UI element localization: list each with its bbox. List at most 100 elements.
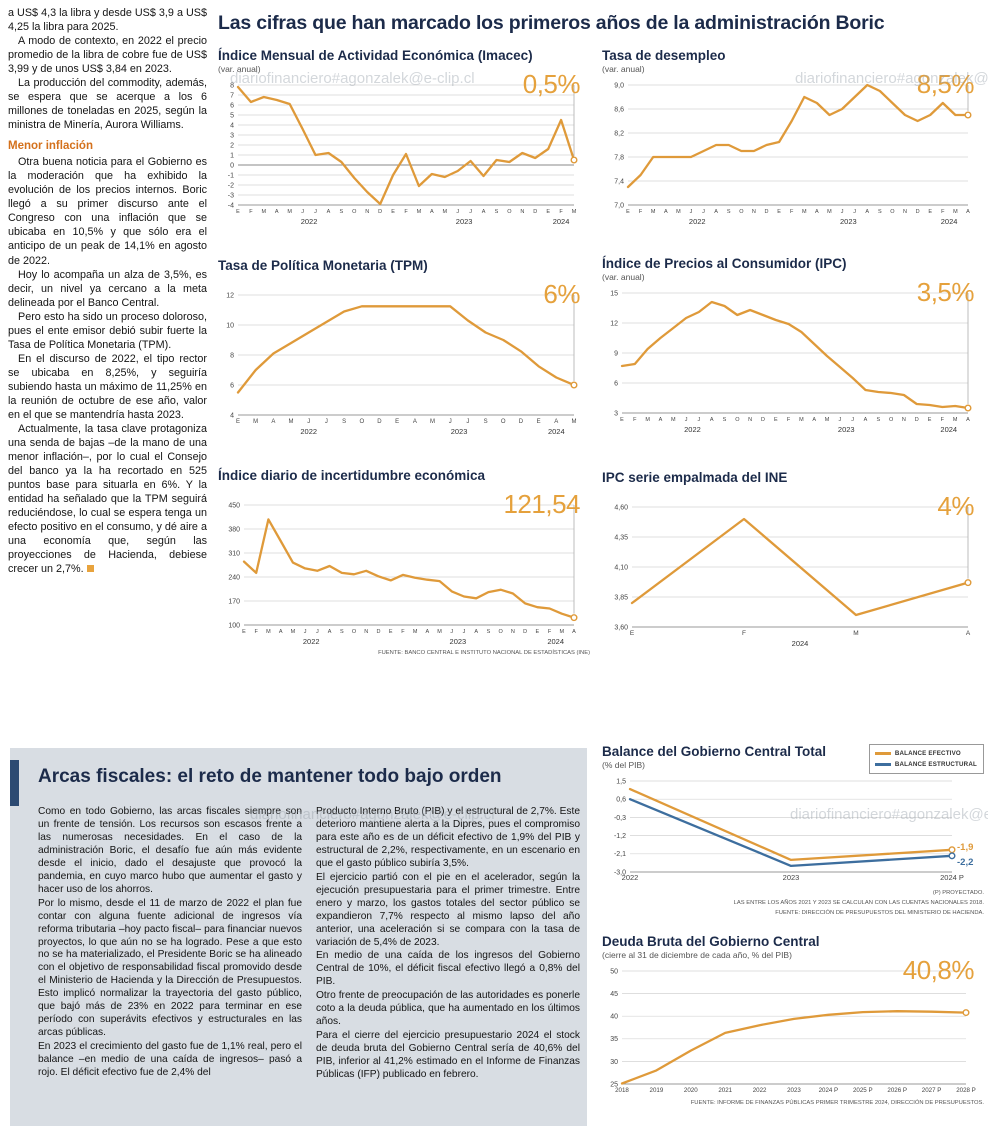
fiscal-column-1: Como en todo Gobierno, las arcas fiscale… <box>38 806 302 1081</box>
chart-plot: 12 10 8 6 4 E M A M J J S O D E A M J J S O D E A M 2022 2023 2024 … <box>218 281 590 439</box>
fiscal-paragraph: Para el cierre del ejercicio presupuesta… <box>316 1030 580 1081</box>
svg-text:S: S <box>484 419 488 425</box>
svg-text:M: M <box>853 630 858 637</box>
svg-text:2021: 2021 <box>718 1087 732 1094</box>
svg-text:O: O <box>352 629 357 635</box>
chart-subtitle: (var. anual) <box>218 64 261 75</box>
svg-text:450: 450 <box>228 503 240 510</box>
svg-text:2022: 2022 <box>689 217 706 226</box>
svg-text:3,85: 3,85 <box>614 595 628 602</box>
svg-text:S: S <box>340 629 344 635</box>
svg-text:2022: 2022 <box>301 217 318 226</box>
svg-text:E: E <box>395 419 399 425</box>
svg-text:7,8: 7,8 <box>614 155 624 162</box>
svg-text:J: J <box>838 417 841 423</box>
chart-title: Índice de Precios al Consumidor (IPC) <box>602 256 847 271</box>
fiscal-section: Arcas fiscales: el reto de mantener todo… <box>10 748 587 1126</box>
fiscal-paragraph: En 2023 el crecimiento del gasto fue de … <box>38 1041 302 1079</box>
svg-text:4,10: 4,10 <box>614 565 628 572</box>
svg-text:2024: 2024 <box>548 427 565 436</box>
svg-text:M: M <box>825 417 830 423</box>
svg-text:-4: -4 <box>228 203 234 210</box>
svg-text:A: A <box>966 630 971 637</box>
svg-text:M: M <box>442 209 447 215</box>
chart-plot: 8 7 6 5 4 3 2 1 0 -1 -2 -3 -4 E F M A M J J A S O N D E F M A M J J A S O N… <box>218 71 590 229</box>
svg-text:J: J <box>702 209 705 215</box>
chart-title: Tasa de Política Monetaria (TPM) <box>218 258 428 273</box>
svg-text:D: D <box>761 417 765 423</box>
chart-notes: (P) PROYECTADO. LAS ENTRE LOS AÑOS 2021 … <box>602 889 984 919</box>
svg-text:J: J <box>301 209 304 215</box>
svg-text:A: A <box>482 209 486 215</box>
svg-text:O: O <box>890 209 895 215</box>
fiscal-paragraph: Por lo mismo, desde el 11 de marzo de 20… <box>38 897 302 1039</box>
chart-source: FUENTE: BANCO CENTRAL E INSTITUTO NACION… <box>378 650 590 657</box>
chart-highlight-value: 6% <box>543 279 580 310</box>
svg-text:A: A <box>430 209 434 215</box>
svg-text:M: M <box>253 419 258 425</box>
svg-text:J: J <box>469 209 472 215</box>
svg-text:D: D <box>916 209 920 215</box>
chart-balance-gobierno: Balance del Gobierno Central Total BALAN… <box>602 744 984 932</box>
svg-text:S: S <box>495 209 499 215</box>
chart-ipc-empalmada: IPC serie empalmada del INE 4,60 4,35 4,10… <box>602 470 984 674</box>
chart-subtitle <box>602 486 984 497</box>
svg-text:2022: 2022 <box>684 425 701 434</box>
svg-text:O: O <box>501 419 506 425</box>
svg-text:2022: 2022 <box>622 873 639 882</box>
svg-text:J: J <box>450 629 453 635</box>
svg-text:30: 30 <box>610 1059 618 1066</box>
chart-incertidumbre: Índice diario de incertidumbre económica… <box>218 468 590 682</box>
chart-legend: BALANCE EFECTIVO BALANCE ESTRUCTURAL <box>868 744 984 775</box>
svg-text:M: M <box>572 209 577 215</box>
chart-desempleo: Tasa de desempleo (var. anual) 9,0 8,6 8,2… <box>602 48 984 252</box>
chart-subtitle: (var. anual) <box>602 272 645 283</box>
svg-text:3,60: 3,60 <box>614 625 628 632</box>
svg-text:35: 35 <box>610 1036 618 1043</box>
svg-text:D: D <box>765 209 769 215</box>
svg-text:-2: -2 <box>228 183 234 190</box>
svg-text:O: O <box>735 417 740 423</box>
svg-text:J: J <box>841 209 844 215</box>
svg-text:J: J <box>463 629 466 635</box>
svg-text:O: O <box>507 209 512 215</box>
svg-text:J: J <box>304 629 307 635</box>
svg-text:A: A <box>413 419 417 425</box>
chart-highlight-value: 3,5% <box>916 277 975 308</box>
svg-text:12: 12 <box>226 293 234 300</box>
svg-text:2023: 2023 <box>787 1087 801 1094</box>
chart-ipc: Índice de Precios al Consumidor (IPC) (v… <box>602 256 984 462</box>
svg-text:F: F <box>742 630 746 637</box>
fiscal-paragraph: Otro frente de preocupación de las autor… <box>316 990 580 1028</box>
svg-text:F: F <box>639 209 643 215</box>
svg-text:3: 3 <box>614 411 618 418</box>
chart-note: FUENTE: DIRECCIÓN DE PRESUPUESTOS DEL MI… <box>775 909 984 916</box>
svg-text:F: F <box>941 417 945 423</box>
svg-text:A: A <box>966 209 970 215</box>
svg-text:D: D <box>376 629 380 635</box>
svg-text:J: J <box>307 419 310 425</box>
svg-text:7,0: 7,0 <box>614 203 624 210</box>
svg-text:F: F <box>787 417 791 423</box>
svg-text:8: 8 <box>230 83 234 90</box>
svg-text:A: A <box>279 629 283 635</box>
article-paragraph: Pero esto ha sido un proceso doloroso, p… <box>8 310 207 351</box>
svg-text:M: M <box>291 629 296 635</box>
svg-text:F: F <box>401 629 405 635</box>
svg-text:2023: 2023 <box>450 637 467 646</box>
chart-highlight-value: 121,54 <box>503 489 580 520</box>
svg-text:2022: 2022 <box>303 637 320 646</box>
svg-text:-1,9: -1,9 <box>957 842 973 853</box>
svg-text:S: S <box>487 629 491 635</box>
chart-subtitle <box>218 274 590 285</box>
article-paragraph: Otra buena noticia para el Gobierno es l… <box>8 156 207 267</box>
svg-text:2023: 2023 <box>451 427 468 436</box>
svg-text:J: J <box>449 419 452 425</box>
svg-text:O: O <box>499 629 504 635</box>
svg-text:M: M <box>651 209 656 215</box>
svg-text:1,5: 1,5 <box>616 779 626 786</box>
svg-text:M: M <box>430 419 435 425</box>
svg-text:-1,2: -1,2 <box>614 833 626 840</box>
svg-text:N: N <box>520 209 524 215</box>
svg-text:M: M <box>266 629 271 635</box>
